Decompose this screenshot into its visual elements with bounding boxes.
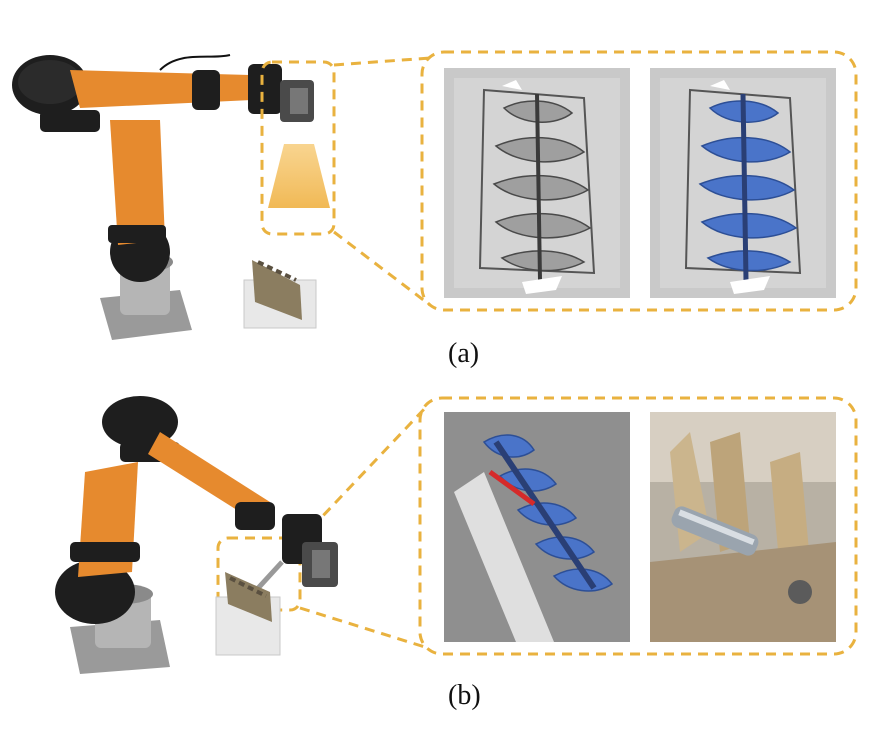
robot-arm-scan-illustration <box>12 54 317 340</box>
caption-a: (a) <box>448 338 480 369</box>
registration-trajectory-panel <box>444 412 630 642</box>
point-cloud-panel <box>444 68 630 298</box>
caption-b: (b) <box>448 680 481 711</box>
registered-model-panel <box>650 68 836 298</box>
camera-field-of-view <box>268 144 330 208</box>
drill-photo-panel <box>650 412 836 642</box>
drill-trajectory-line <box>488 469 536 507</box>
robot-arm-drill-illustration <box>55 396 338 674</box>
